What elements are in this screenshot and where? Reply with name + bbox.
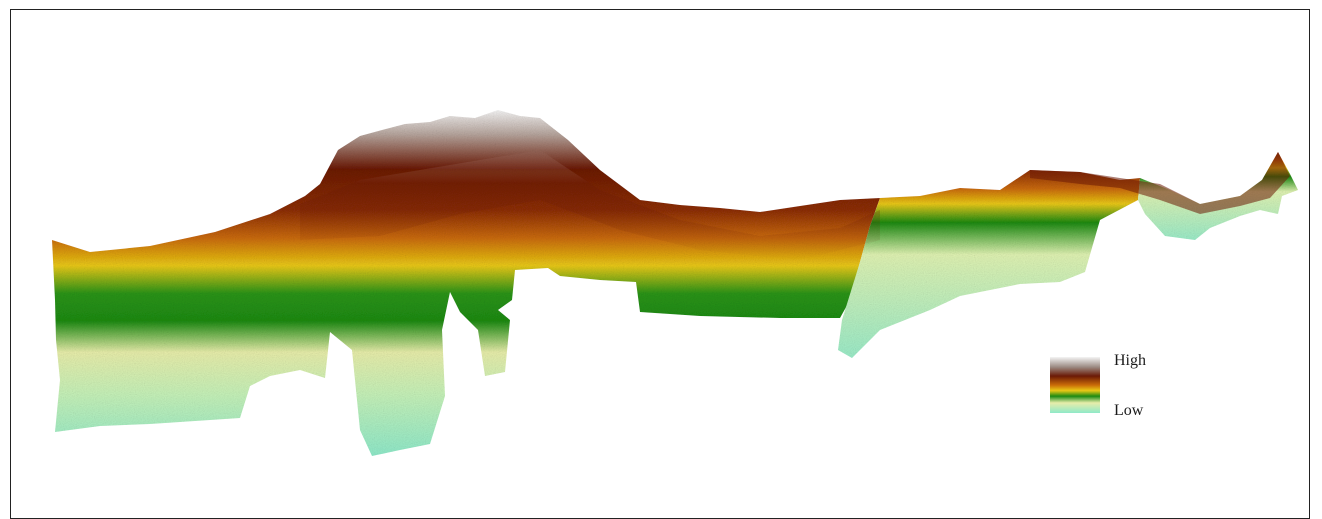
map-legend: High Low	[1048, 343, 1218, 433]
east-ridge-shade	[1030, 152, 1290, 214]
terrain-east-ridge	[1138, 152, 1298, 240]
ridge-shade	[300, 150, 880, 260]
legend-color-ramp	[1050, 357, 1100, 413]
terrain-east-lobe	[838, 170, 1140, 358]
legend-high-label: High	[1114, 352, 1146, 369]
terrain-west-central	[52, 110, 880, 456]
legend-low-label: Low	[1114, 402, 1144, 419]
